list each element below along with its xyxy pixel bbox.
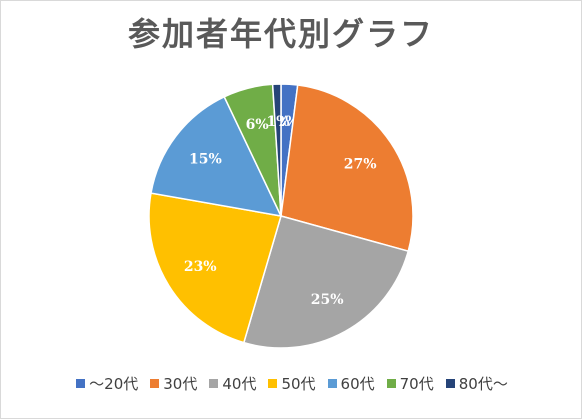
legend-label-4: 50代 [281, 375, 316, 393]
pie-slice-3 [242, 215, 410, 349]
legend-swatch-1 [76, 379, 86, 388]
legend-swatch-7 [445, 379, 455, 388]
legend-item-3: 40代 [209, 373, 256, 394]
legend-item-7: 80代～ [445, 373, 508, 394]
legend-swatch-5 [327, 379, 337, 388]
legend-item-4: 50代 [268, 373, 316, 394]
pie-slice-7 [271, 83, 282, 217]
legend-swatch-2 [150, 379, 160, 388]
pie-slice-2 [280, 84, 414, 253]
pie-plot: 2%27%25%23%15%6%1% [148, 83, 414, 349]
legend-item-5: 60代 [327, 373, 375, 394]
pie-slice-4 [148, 192, 282, 344]
slice-label-7: 1% [266, 114, 289, 130]
slice-label-4: 23% [184, 259, 217, 275]
slice-label-3: 25% [311, 292, 344, 308]
legend-item-2: 30代 [150, 373, 197, 394]
legend-label-1: ～20代 [89, 375, 139, 393]
legend-swatch-6 [386, 379, 396, 388]
legend-label-5: 60代 [340, 375, 375, 393]
slice-label-5: 15% [189, 151, 222, 167]
legend-label-6: 70代 [399, 375, 434, 393]
chart-title: 参加者年代別グラフ [127, 15, 434, 53]
legend-label-7: 80代～ [458, 375, 508, 393]
legend-label-2: 30代 [163, 375, 198, 393]
legend-swatch-3 [209, 379, 219, 388]
legend-item-6: 70代 [386, 373, 434, 394]
legend: ～20代 30代 40代 50代 60代 70代 80代～ [1, 373, 582, 394]
pie-slice-5 [150, 95, 283, 217]
slice-label-2: 27% [344, 156, 377, 172]
legend-swatch-4 [268, 379, 278, 388]
legend-item-1: ～20代 [76, 373, 138, 394]
slice-label-6: 6% [246, 117, 269, 133]
legend-label-3: 40代 [222, 375, 257, 393]
